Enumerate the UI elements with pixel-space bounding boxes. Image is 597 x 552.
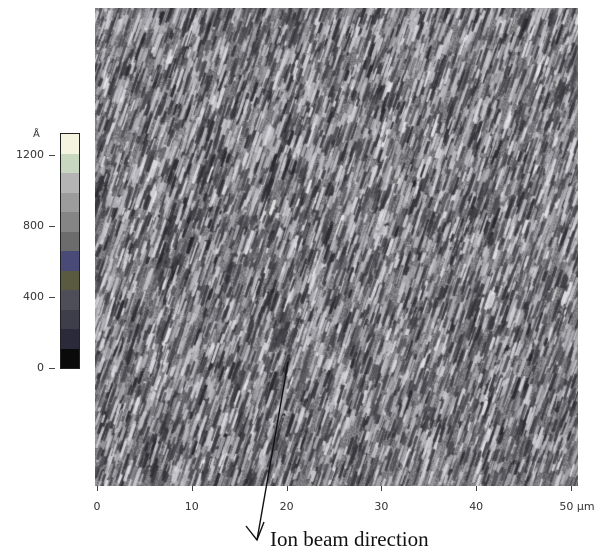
x-axis-tick-mark [381,486,383,491]
x-axis-tick-mark [571,486,572,491]
colorbar-band [61,134,79,154]
colorbar-band [61,348,79,368]
x-axis-tick-label: 0 [93,500,101,513]
x-axis-tick-mark [286,486,288,491]
colorbar-band [61,153,79,173]
colorbar-tick-mark [49,226,55,227]
colorbar-tick-label: 400 [23,290,44,303]
afm-surface-image [95,8,578,486]
colorbar-tick-mark [49,155,55,156]
x-axis-tick-label: 20 [279,500,294,513]
colorbar-band [61,251,79,271]
colorbar-tick-label: 800 [23,219,44,232]
colorbar-band [61,173,79,193]
x-axis-tick-mark [476,486,478,491]
colorbar-band [61,329,79,349]
x-axis-tick-label: 50 µm [559,500,595,513]
colorbar-band [61,212,79,232]
colorbar-band [61,270,79,290]
colorbar-tick-label: 0 [37,361,44,374]
x-axis-tick-label: 40 [469,500,484,513]
x-axis-tick-mark [97,486,98,491]
x-axis-tick-label: 10 [184,500,199,513]
colorbar-tick-label: 1200 [16,148,44,161]
x-axis-tick-mark [191,486,193,491]
colorbar-unit: Å [33,129,40,140]
colorbar-band [61,192,79,212]
height-colorbar [60,133,80,369]
colorbar-tick-mark [49,368,55,369]
colorbar-band [61,309,79,329]
x-axis-tick-label: 30 [374,500,389,513]
colorbar-band [61,290,79,310]
ion-beam-direction-label: Ion beam direction [270,527,429,551]
arrow-head [245,521,265,542]
colorbar-tick-mark [49,297,55,298]
colorbar-band [61,231,79,251]
